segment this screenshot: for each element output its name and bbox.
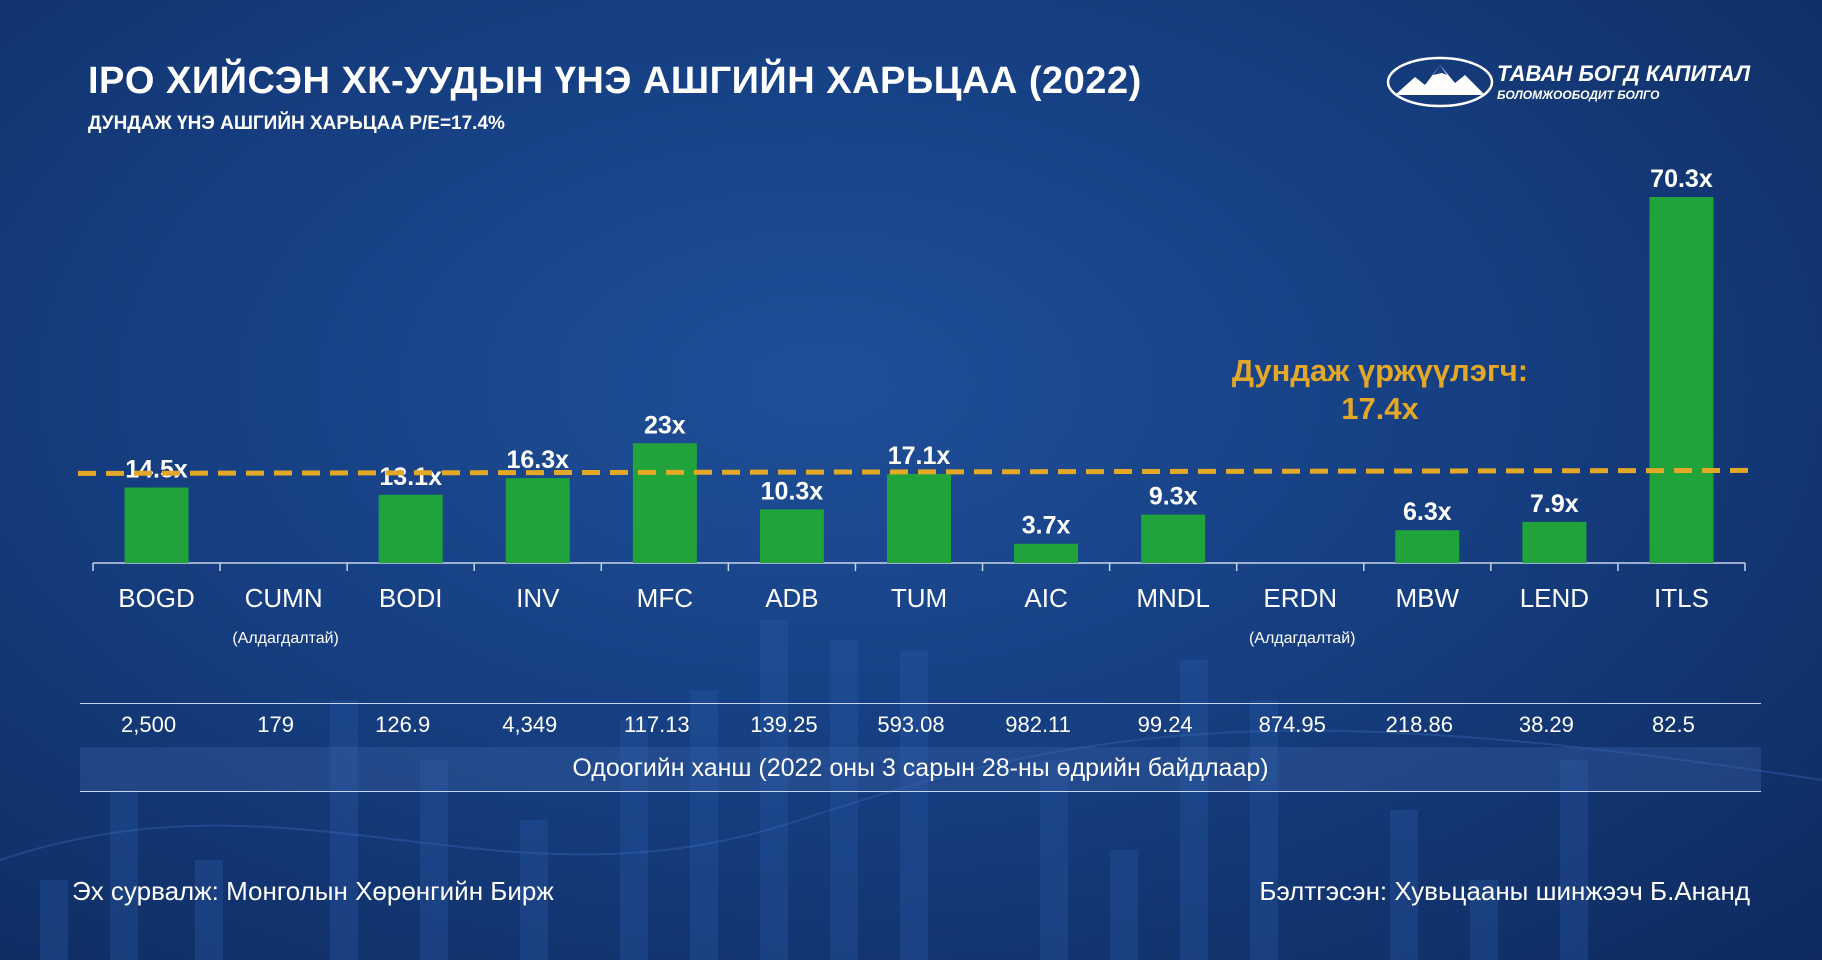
price-mbw: 218.86 — [1386, 712, 1453, 737]
price-mfc: 117.13 — [624, 712, 690, 737]
category-label-mndl: MNDL — [1136, 583, 1210, 613]
category-label-inv: INV — [516, 583, 560, 613]
bar-mfc — [632, 443, 697, 563]
category-label-lend: LEND — [1520, 583, 1589, 613]
price-bogd: 2,500 — [121, 712, 176, 737]
price-adb: 139.25 — [750, 712, 817, 737]
price-mndl: 99.24 — [1138, 712, 1193, 737]
price-caption-band — [80, 747, 1761, 791]
bar-adb — [759, 509, 824, 563]
mountain-logo-icon — [1386, 56, 1494, 108]
data-label-tum: 17.1x — [888, 442, 951, 470]
page-title: IPO ХИЙСЭН ХК-УУДЫН ҮНЭ АШГИЙН ХАРЬЦАА (… — [88, 60, 1142, 102]
category-label-erdn: ERDN — [1263, 583, 1337, 613]
data-label-bodi: 13.1x — [379, 463, 442, 491]
data-label-mbw: 6.3x — [1403, 498, 1452, 526]
bar-aic — [1014, 543, 1079, 563]
logo-tagline: БОЛОМЖООБОДИТ БОЛГО — [1497, 88, 1660, 102]
bar-tum — [887, 473, 951, 563]
category-note-cumn: (Алдагдалтай) — [232, 630, 339, 647]
price-bodi: 126.9 — [375, 712, 430, 737]
data-label-itls: 70.3x — [1650, 165, 1713, 193]
data-label-aic: 3.7x — [1022, 512, 1071, 540]
company-logo: ТАВАН БОГД КАПИТАЛ БОЛОМЖООБОДИТ БОЛГО — [1385, 55, 1755, 110]
bar-itls — [1649, 197, 1714, 563]
price-table: Одоогийн ханш (2022 оны 3 сарын 28-ны өд… — [80, 703, 1761, 792]
price-table-top-line — [80, 703, 1761, 704]
data-label-inv: 16.3x — [506, 446, 569, 474]
category-label-cumn: CUMN — [245, 583, 323, 613]
bar-bodi — [378, 494, 443, 563]
price-table-bottom-line — [80, 791, 1761, 792]
price-lend: 38.29 — [1519, 712, 1574, 737]
average-label-line1: Дундаж үржүүлэгч: — [1231, 353, 1529, 388]
data-label-bogd: 14.5x — [125, 456, 188, 484]
average-label: Дундаж үржүүлэгч: 17.4x — [1180, 352, 1580, 428]
category-label-bogd: BOGD — [118, 583, 195, 613]
price-aic: 982.11 — [1005, 712, 1071, 737]
category-label-tum: TUM — [891, 583, 947, 613]
price-itls: 82.5 — [1652, 712, 1695, 737]
price-tum: 593.08 — [877, 712, 944, 737]
data-label-adb: 10.3x — [761, 477, 824, 505]
category-label-mbw: MBW — [1396, 583, 1460, 613]
price-erdn: 874.95 — [1259, 712, 1326, 737]
bar-mbw — [1395, 530, 1460, 563]
bar-inv — [505, 478, 570, 563]
bar-lend — [1522, 521, 1587, 563]
category-label-mfc: MFC — [637, 583, 693, 613]
author-note: Бэлтгэсэн: Хувьцааны шинжээч Б.Ананд — [1259, 876, 1750, 906]
price-inv: 4,349 — [502, 712, 557, 737]
page-subtitle: ДУНДАЖ ҮНЭ АШГИЙН ХАРЬЦАА P/E=17.4% — [88, 113, 505, 134]
data-label-mndl: 9.3x — [1149, 483, 1198, 511]
bar-bogd — [124, 487, 189, 563]
logo-name: ТАВАН БОГД КАПИТАЛ — [1497, 61, 1751, 86]
category-label-itls: ITLS — [1654, 583, 1709, 613]
bar-mndl — [1141, 514, 1206, 563]
source-note: Эх сурвалж: Монголын Хөрөнгийн Бирж — [72, 876, 554, 906]
price-cumn: 179 — [257, 712, 294, 737]
category-label-aic: AIC — [1024, 583, 1067, 613]
category-label-bodi: BODI — [379, 583, 443, 613]
category-note-erdn: (Алдагдалтай) — [1249, 630, 1356, 647]
data-label-mfc: 23x — [644, 411, 686, 439]
data-label-lend: 7.9x — [1530, 490, 1579, 518]
price-caption: Одоогийн ханш (2022 оны 3 сарын 28-ны өд… — [572, 754, 1269, 782]
average-line — [77, 467, 1751, 476]
category-label-adb: ADB — [765, 583, 818, 613]
average-label-line2: 17.4x — [1341, 391, 1419, 426]
